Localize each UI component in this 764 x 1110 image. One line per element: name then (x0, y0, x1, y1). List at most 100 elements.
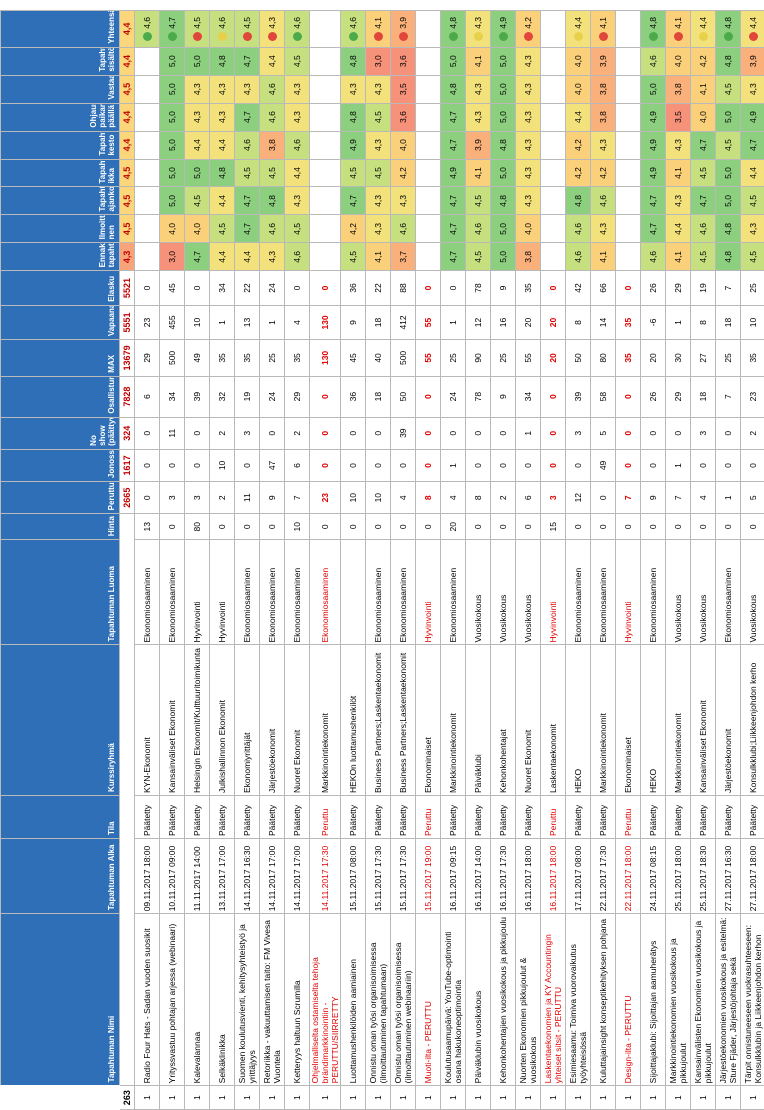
col-header-osallistunut[interactable]: Osallistunut (0, 376, 120, 418)
cell-score-ennakko: 4,8 (715, 242, 741, 271)
cell-start-time: 14.11.2017 17:00 (284, 838, 310, 914)
cell-score-ilmoittaut: 4,5 (284, 214, 310, 243)
cell-total-average: 4,2 (515, 10, 541, 48)
col-header-ikka[interactable]: Tapahtumapa ikka (0, 159, 120, 187)
cell-status: Päätetty (715, 795, 741, 839)
col-header-elaskua[interactable]: Elasku (0, 270, 120, 306)
cell-invoice: 0 (540, 270, 566, 306)
table-row[interactable]: 1 Kansainvälisten Ekonomien vuosikokous j… (690, 10, 716, 1110)
col-header-vastaanotto[interactable]: Vastaanotto (0, 75, 120, 104)
col-header-kurssi[interactable]: Kurssiryhmä (0, 644, 120, 796)
cell-status: Peruttu (540, 795, 566, 839)
cell-course-group: Konsulkklubi;Liikkeenjohdon kerho (740, 644, 764, 796)
row-index: 1 (665, 1085, 691, 1110)
cell-invoice: 66 (590, 270, 616, 306)
cell-queue: 0 (390, 449, 416, 482)
total-count: 263 (119, 1085, 135, 1110)
table-row[interactable]: 1 Radio Four Hats - Sadan vuoden suosikit… (134, 10, 160, 1110)
cell-score-ennakko: 5,0 (490, 242, 516, 271)
table-row[interactable]: 1 Kehonkohentajien vuosikokous ja pikkujo… (490, 10, 516, 1110)
col-header-ajankohta[interactable]: Tapahtuman ajankohta (0, 186, 120, 215)
table-row[interactable]: 1 Kalevalannaa 11.11.2017 14:00 Päätetty Hel… (184, 10, 210, 1110)
col-header-max[interactable]: MAX (0, 339, 120, 377)
cell-course-group: Ekonomiyrittäjät (234, 644, 260, 796)
cell-total-average: 4,5 (234, 10, 260, 48)
table-row[interactable]: 1 Laskentaekonomien ja KY Accountingin yh… (540, 10, 566, 1110)
cell-max: 55 (515, 339, 541, 377)
table-row[interactable]: 1 Ketteryys haltuun Scrumilla 14.11.2017 1… (284, 10, 310, 1110)
cell-cancelled: 9 (259, 481, 285, 514)
cell-event-name: Markkinointiekonomien vuosikokous ja pik… (665, 913, 691, 1086)
cell-score-ajankohta: 4,3 (284, 186, 310, 215)
table-row[interactable]: 1 Sijoittajaklubi: Sijoittajan aamuheräty… (640, 10, 666, 1110)
col-header-noshow[interactable]: No show (päättyvt) (0, 417, 120, 450)
table-row[interactable]: 1 Muoti-ilta - PERUTTU 15.11.2017 19:00 Per… (415, 10, 441, 1110)
cell-cancelled: 3 (184, 481, 210, 514)
col-header-tila[interactable]: Tila (0, 795, 120, 839)
total-average-value: 4,6 (291, 16, 302, 29)
table-row[interactable]: 1 Tärpit onnistuneeseen vuokrasuhteeseen:… (740, 10, 764, 1110)
cell-event-name: Muoti-ilta - PERUTTU (415, 913, 441, 1086)
row-index: 1 (490, 1085, 516, 1110)
table-row[interactable]: 1 Järjestöekonomien vuosikokous ja esitel… (715, 10, 741, 1110)
col-header-ilmoittaut[interactable]: Ilmoittautumi nen (0, 214, 120, 243)
cell-creator: Vuosikokous (515, 539, 541, 645)
cell-score-ohjaus: 4,7 (440, 103, 466, 132)
cell-score-ennakko: 4,4 (234, 242, 260, 271)
total-average-value: 4,6 (347, 16, 358, 29)
table-row[interactable]: 1 Suomen koulutusvienti, kehitysyhteistyö… (234, 10, 260, 1110)
cell-status: Päätetty (209, 795, 235, 839)
col-header-hinta[interactable]: Hinta (0, 513, 120, 540)
table-row[interactable]: 1 Design-ilta - PERUTTU 22.11.2017 18:00 Pe… (615, 10, 641, 1110)
total-sisalto: 4,4 (119, 47, 135, 76)
table-row[interactable]: 1 Koulutusaamupäivä: YouTube-optimointi o… (440, 10, 466, 1110)
cell-course-group: Kansainväliset Ekonomit (159, 644, 185, 796)
cell-course-group: KYN-Ekonomit (134, 644, 160, 796)
total-average-value: 4,7 (166, 16, 177, 29)
table-row[interactable]: 1 Markkinointiekonomien vuosikokous ja pi… (665, 10, 691, 1110)
cell-total-average: 4,4 (690, 10, 716, 48)
col-header-peruttu[interactable]: Peruttu (0, 481, 120, 514)
table-row[interactable]: 1 Päiväklubin vuosikokous 16.11.2017 14:00… (465, 10, 491, 1110)
cell-queue: 6 (284, 449, 310, 482)
col-header-yhteensa[interactable]: YhteensäKA (0, 10, 120, 48)
total-average-value: 4,8 (647, 16, 658, 29)
col-header-jonossa[interactable]: Jonossa (0, 449, 120, 482)
cell-creator: Ekonomiosaaminen (309, 539, 341, 645)
col-header-kesto[interactable]: Tapahtuman kesto (0, 131, 120, 160)
cell-score-ennakko: 4,5 (690, 242, 716, 271)
table-row[interactable]: 1 Selkäklinikka 13.11.2017 17:00 Päätetty Ju… (209, 10, 235, 1110)
table-row[interactable]: 1 Nuorten Ekonomien pikkujoulut & vuosiko… (515, 10, 541, 1110)
cell-score-ilmoittaut (615, 214, 641, 243)
cell-score-ajankohta: 5,0 (159, 186, 185, 215)
col-header-alka[interactable]: Tapahtuman Alka (0, 838, 120, 914)
cell-score-ohjaus: 4,3 (284, 103, 310, 132)
table-row[interactable]: 1 Luottamushenkilöiden aamiainen 15.11.201… (340, 10, 366, 1110)
col-header-nimi[interactable]: Tapahtuman Nimi (0, 913, 120, 1086)
cell-score-kesto: 4,2 (565, 131, 591, 160)
cell-start-time: 09.11.2017 18:00 (134, 838, 160, 914)
cell-cancelled: 11 (234, 481, 260, 514)
col-header-luoma[interactable]: Tapahtuman Luoma (0, 539, 120, 645)
col-header-sisalto[interactable]: Tapahtuman sisältö (0, 47, 120, 76)
col-header-ennakko[interactable]: Ennakkotoeto tapahtumasta (0, 242, 120, 271)
table-row[interactable]: 1 Onnistu oman työsi organisoimisessa (il… (365, 10, 391, 1110)
table-row[interactable]: 1 Kuluttajainsight konseptikehityksen poh… (590, 10, 616, 1110)
cell-status: Päätetty (340, 795, 366, 839)
cell-price: 0 (365, 513, 391, 540)
cell-score-ennakko: 4,1 (665, 242, 691, 271)
status-dot-icon (168, 31, 178, 41)
col-header-ohjaus[interactable]: Ohjaus paikan päällä (0, 103, 120, 132)
cell-no-show: 0 (184, 417, 210, 450)
table-row[interactable]: 1 Retoriikka - vakuuttamisen taito: FM Vi… (259, 10, 285, 1110)
table-row[interactable]: 1 Yrityssvastuu pohtajan arjessa (webinaa… (159, 10, 185, 1110)
cell-start-time: 17.11.2017 08:00 (565, 838, 591, 914)
cell-free: 14 (590, 305, 616, 340)
table-row[interactable]: 1 Onnistu oman työsi organisoimisessa (il… (390, 10, 416, 1110)
table-row[interactable]: 1 Esimiesaamu: Toimiva vuorovaikutus työy… (565, 10, 591, 1110)
cell-status: Päätetty (740, 795, 764, 839)
cell-total-average: 4,4 (740, 10, 764, 48)
cell-event-name: Kehonkohentajien vuosikokous ja pikkujou… (490, 913, 516, 1086)
table-row[interactable]: 1 Ohjelmalliselta ostamiselta tehoja brän… (309, 10, 341, 1110)
col-header-vapaana[interactable]: Vapaana (0, 305, 120, 340)
